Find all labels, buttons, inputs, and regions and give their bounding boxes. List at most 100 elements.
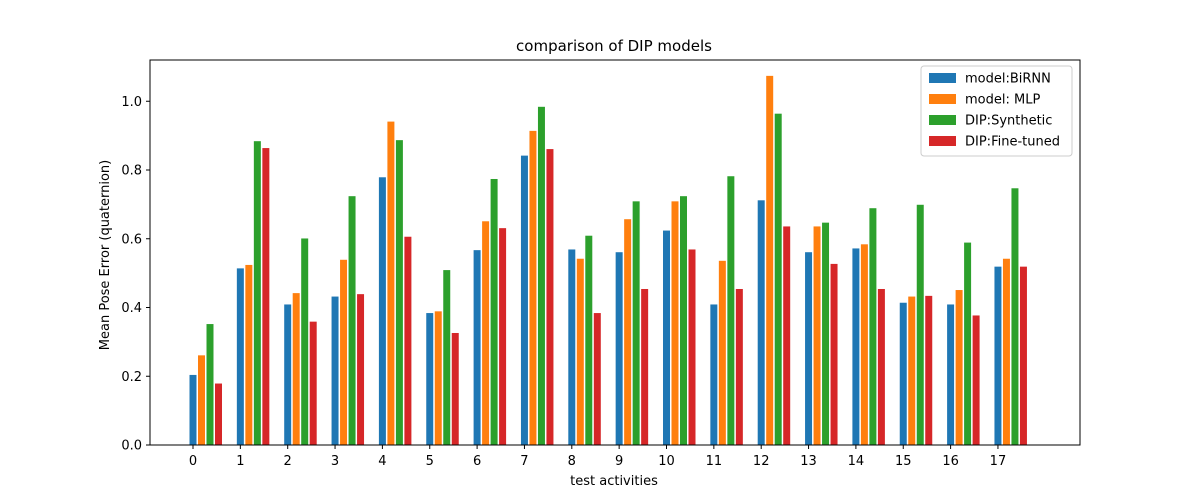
x-tick-label: 12	[753, 454, 770, 469]
bar-series-3-cat-11	[735, 288, 744, 446]
bar-series-1-cat-6	[481, 220, 490, 446]
bar-series-1-cat-0	[197, 354, 206, 446]
x-axis-title: test activities	[570, 474, 658, 489]
bar-series-2-cat-5	[442, 269, 452, 446]
legend-swatch-3	[929, 136, 956, 146]
x-tick-label: 2	[284, 454, 292, 469]
bar-series-2-cat-16	[963, 241, 972, 446]
y-axis-ticks: 0.0 0.2 0.4 0.6 0.8 1.0	[121, 95, 150, 454]
bar-series-1-cat-10	[670, 200, 680, 446]
bar-series-2-cat-8	[584, 234, 594, 446]
bar-series-0-cat-0	[188, 374, 198, 446]
bar-series-3-cat-9	[640, 288, 649, 446]
x-tick-label: 16	[942, 454, 959, 469]
bar-series-3-cat-4	[403, 235, 413, 446]
bar-series-1-cat-13	[812, 225, 822, 446]
x-tick-label: 3	[331, 454, 339, 469]
x-tick-label: 4	[378, 454, 386, 469]
bar-series-3-cat-0	[214, 382, 223, 446]
legend-label-1: model: MLP	[965, 93, 1040, 108]
legend-box	[920, 65, 1073, 157]
x-axis-ticks: 0 1 2 3 4 5 6 7 8 9 10 11 12 13 14 15 16 17	[189, 445, 1006, 469]
bar-series-1-cat-4	[386, 120, 396, 446]
bar-series-0-cat-11	[709, 303, 719, 446]
bar-series-0-cat-8	[567, 248, 577, 446]
bar-series-1-cat-1	[244, 264, 254, 446]
bar-series-0-cat-15	[898, 301, 908, 446]
bar-series-3-cat-13	[829, 263, 839, 446]
bar-series-2-cat-6	[489, 178, 499, 446]
x-tick-label: 6	[473, 454, 481, 469]
bar-series-0-cat-1	[236, 267, 245, 446]
bar-series-2-cat-3	[347, 195, 357, 446]
bar-series-2-cat-15	[915, 203, 925, 446]
x-tick-label: 1	[236, 454, 244, 469]
chart-title: comparison of DIP models	[516, 37, 712, 55]
y-tick-label: 0.0	[121, 439, 142, 454]
bar-series-2-cat-4	[395, 139, 404, 446]
bar-series-0-cat-4	[378, 176, 387, 446]
x-tick-label: 7	[520, 454, 528, 469]
bar-series-0-cat-12	[756, 199, 766, 446]
bar-series-1-cat-2	[291, 292, 301, 446]
bar-series-0-cat-10	[662, 229, 671, 446]
y-axis-title: Mean Pose Error (quaternion)	[98, 160, 113, 350]
bar-series-0-cat-17	[993, 265, 1003, 446]
bar-series-2-cat-2	[300, 237, 309, 446]
x-tick-label: 11	[706, 454, 723, 469]
bar-series-3-cat-15	[924, 295, 934, 446]
bar-series-0-cat-2	[283, 303, 292, 446]
bar-series-1-cat-15	[907, 295, 917, 446]
x-tick-label: 14	[848, 454, 865, 469]
bar-series-1-cat-14	[860, 243, 869, 446]
bar-series-3-cat-17	[1019, 265, 1028, 446]
legend: model:BiRNN model: MLP DIP:Synthetic DIP:Fi…	[920, 65, 1073, 157]
x-tick-label: 13	[800, 454, 817, 469]
bar-series-2-cat-17	[1010, 187, 1020, 446]
bar-series-0-cat-9	[614, 251, 624, 446]
bar-series-2-cat-14	[868, 207, 878, 446]
bar-series-0-cat-5	[425, 312, 435, 446]
bar-series-3-cat-10	[687, 248, 697, 446]
legend-label-3: DIP:Fine-tuned	[965, 135, 1060, 150]
y-tick-label: 0.4	[121, 301, 142, 316]
bar-series-3-cat-8	[593, 312, 602, 446]
bar-series-3-cat-3	[356, 293, 365, 446]
bar-series-1-cat-7	[528, 130, 538, 446]
x-tick-label: 17	[990, 454, 1007, 469]
x-tick-label: 15	[895, 454, 912, 469]
bar-series-3-cat-14	[877, 288, 886, 446]
bar-series-1-cat-9	[623, 218, 632, 446]
bar-series-1-cat-17	[1002, 257, 1011, 446]
legend-label-0: model:BiRNN	[965, 72, 1051, 87]
bar-series-2-cat-12	[773, 112, 783, 446]
bar-series-3-cat-2	[308, 320, 318, 446]
bar-series-1-cat-3	[339, 258, 348, 446]
y-tick-label: 0.8	[121, 164, 142, 179]
bar-series-1-cat-16	[954, 289, 964, 446]
bar-series-2-cat-11	[726, 175, 736, 446]
bar-series-1-cat-5	[433, 310, 443, 446]
bar-series-2-cat-10	[679, 195, 688, 446]
bar-series-0-cat-14	[851, 247, 861, 446]
bar-series-2-cat-1	[253, 140, 262, 446]
bar-series-3-cat-6	[498, 227, 507, 446]
bar-series-2-cat-9	[631, 200, 641, 446]
x-tick-label: 0	[189, 454, 197, 469]
plot-frame	[149, 59, 1081, 446]
bar-series-3-cat-16	[971, 314, 981, 446]
bar-series-2-cat-7	[537, 106, 546, 446]
bar-series-2-cat-0	[205, 323, 215, 446]
bar-series-0-cat-6	[472, 249, 482, 446]
bar-series-0-cat-7	[520, 154, 529, 446]
bar-series-0-cat-16	[946, 303, 955, 446]
legend-swatch-1	[929, 94, 956, 104]
bar-series-0-cat-3	[330, 295, 340, 446]
y-tick-label: 0.2	[121, 370, 142, 385]
bar-series-3-cat-1	[261, 147, 271, 446]
legend-swatch-0	[929, 73, 956, 83]
bar-series-3-cat-7	[545, 148, 555, 446]
bars-layer	[188, 75, 1028, 446]
